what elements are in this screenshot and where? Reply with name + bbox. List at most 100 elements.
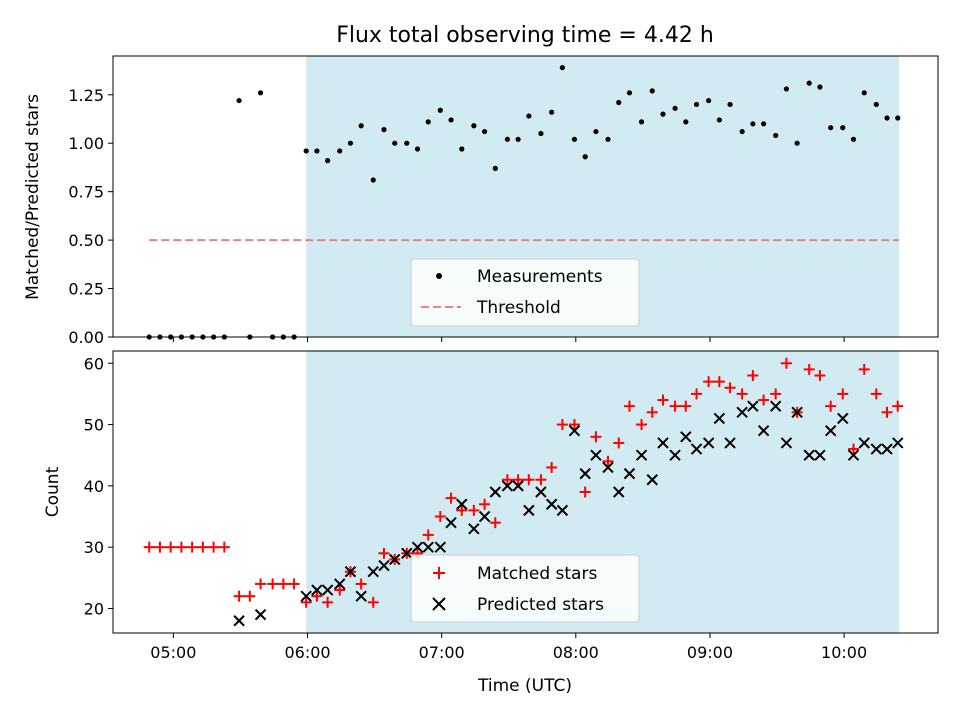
bottom-y-tick-label: 20 [84,599,104,618]
matched-star-point [535,474,547,486]
matched-star-point [197,541,209,553]
measurement-point [683,119,689,125]
matched-star-point [703,376,715,388]
matched-star-point [613,437,625,449]
x-tick-label: 08:00 [553,643,599,662]
measurement-point [370,177,376,183]
measurement-point [616,99,622,106]
predicted-star-point [613,486,625,498]
matched-star-point [208,541,220,553]
measurement-point [303,148,309,154]
predicted-star-point [847,449,860,461]
matched-star-point [512,474,524,486]
legend-matched-marker [433,567,445,579]
measurement-point [314,148,320,154]
measurement-point [761,121,767,127]
matched-star-point [175,541,187,553]
measurement-point [649,88,655,94]
matched-star-point [143,541,155,553]
predicted-star-point [635,449,648,461]
measurement-point [739,128,745,135]
matched-star-point [434,511,446,523]
matched-star-point [780,357,792,369]
predicted-star-point [780,437,793,449]
measurement-point [459,146,465,152]
matched-star-point [669,400,681,412]
legend-measurements-label: Measurements [477,267,603,287]
legend-matched-label: Matched stars [477,564,597,584]
bottom-y-tick-label: 30 [84,538,104,557]
matched-star-point [445,492,457,504]
predicted-star-point [233,615,245,627]
bottom-y-tick-label: 60 [84,354,104,373]
measurement-point [358,123,364,129]
measurement-point [526,113,532,119]
matched-star-point [378,547,390,559]
predicted-star-point [680,431,692,443]
matched-star-point [691,388,703,400]
bottom-plot-frame [112,350,939,634]
predicted-star-point [468,523,480,535]
matched-star-point [847,443,859,455]
predicted-star-point [478,510,491,523]
matched-star-point [218,541,230,553]
legend-predicted-marker [432,597,446,611]
matched-star-point [422,529,434,541]
measurement-point [861,90,867,96]
matched-star-point [489,517,501,529]
top-y-tick-label: 0.50 [68,231,104,250]
matched-star-point [657,394,669,406]
matched-star-point [568,419,580,431]
measurement-point [693,101,700,108]
predicted-star-point [501,480,514,492]
matched-star-point [870,388,882,400]
matched-star-point [523,474,535,486]
predicted-star-point [523,504,535,517]
measurement-point [873,101,879,108]
predicted-star-point [747,400,759,412]
matched-star-point [255,578,267,590]
matched-star-point [858,363,870,375]
matched-stars-points [143,357,904,608]
measurement-point [716,117,722,123]
predicted-star-point [769,400,782,412]
predicted-star-point [512,480,524,492]
predicted-star-point [456,498,468,510]
predicted-star-point [881,443,893,455]
measurement-point [257,90,264,96]
x-tick-label: 10:00 [821,643,867,662]
measurement-point [884,115,890,121]
top-y-axis: 0.00 0.25 0.50 0.75 1.00 1.25 [68,86,113,347]
predicted-star-point [814,449,826,461]
measurement-point [392,140,398,146]
predicted-star-point [602,461,614,474]
matched-star-point [556,419,568,431]
matched-star-point [770,388,782,400]
predicted-star-point [657,437,669,449]
measurement-point [660,111,666,117]
predicted-star-point [646,474,658,486]
predicted-star-point [311,584,323,596]
measurement-point [404,140,410,146]
top-y-tick-label: 0.75 [68,183,104,202]
matched-star-point [758,394,770,406]
matched-star-point [590,431,602,443]
predicted-star-point [590,449,602,461]
matched-star-point [892,400,904,412]
predicted-star-point [489,486,502,498]
measurement-point [593,128,599,135]
bottom-y-tick-label: 40 [84,477,104,496]
matched-star-point [456,504,468,516]
matched-star-point [724,382,736,394]
matched-star-point [334,584,346,596]
matched-star-point [736,388,748,400]
predicted-star-point [858,437,870,449]
measurement-point [559,65,565,71]
predicted-stars-points [233,400,904,627]
measurement-point [794,140,800,146]
matched-star-point [501,474,513,486]
x-tick-label: 06:00 [284,643,330,662]
measurement-point [840,125,846,131]
predicted-star-point [321,584,334,596]
matched-star-point [713,376,725,388]
